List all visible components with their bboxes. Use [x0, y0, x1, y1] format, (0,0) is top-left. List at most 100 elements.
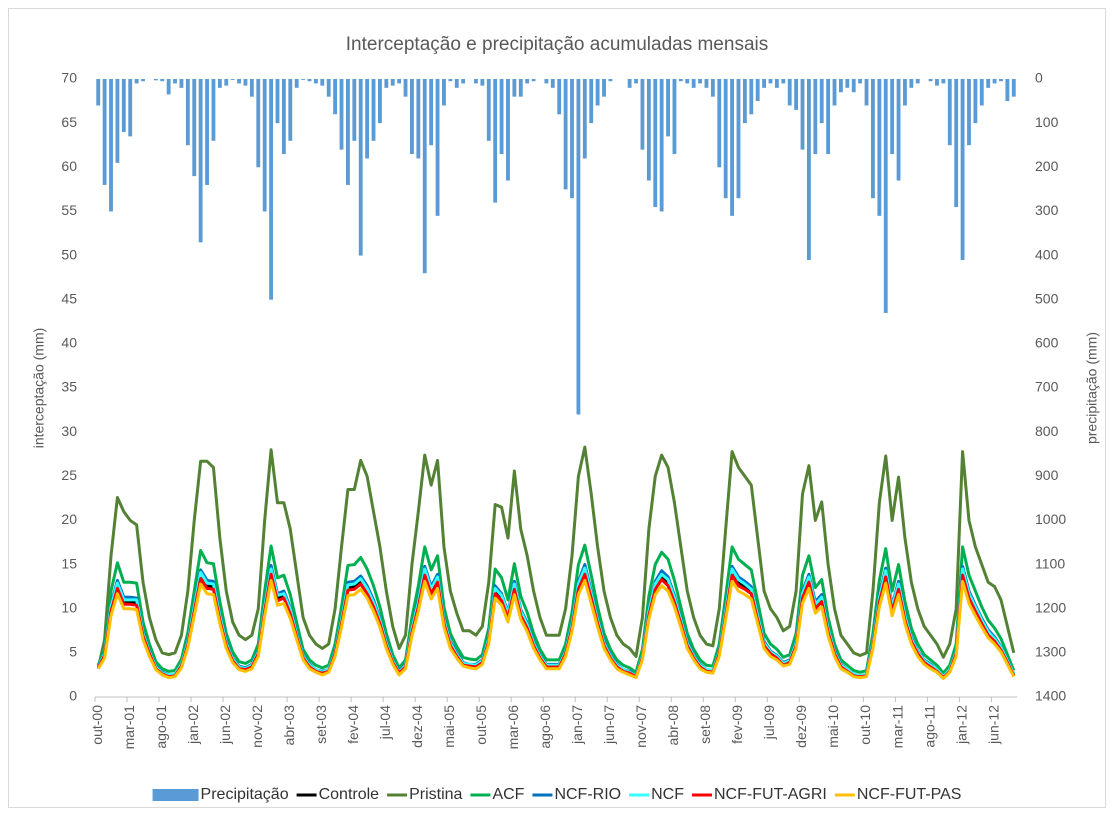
bar [134, 79, 139, 84]
x-tick-label: mai-10 [825, 705, 841, 748]
y-tick-label: 40 [61, 335, 77, 351]
bar [704, 79, 709, 88]
bar [275, 79, 280, 124]
bar [685, 79, 690, 84]
bar [871, 79, 875, 199]
bar [947, 79, 952, 146]
bar [198, 79, 203, 243]
legend-swatch [152, 789, 199, 801]
x-tick-label: nov-07 [633, 705, 649, 748]
bar [217, 79, 222, 88]
bar [371, 79, 376, 141]
y-axis-label: interceptação (mm) [31, 328, 47, 449]
y2-tick-label: 700 [1035, 379, 1059, 395]
bar [512, 79, 517, 97]
y-tick-label: 60 [61, 158, 77, 174]
bar [442, 79, 446, 106]
bar [243, 79, 248, 86]
bar [563, 79, 568, 190]
x-tick-label: jul-04 [377, 705, 393, 740]
legend-label: Precipitação [201, 786, 289, 803]
bar [666, 79, 670, 137]
bar [237, 79, 241, 84]
chart-border [8, 8, 1106, 808]
bar [602, 79, 606, 97]
bar [646, 79, 651, 181]
bar [973, 79, 978, 124]
x-tick-label: nov-02 [249, 705, 265, 748]
line [96, 543, 1016, 675]
legend-label: Pristina [409, 786, 462, 803]
bar [634, 79, 638, 84]
y-tick-label: 10 [61, 599, 77, 615]
bar [678, 79, 683, 82]
bar [992, 79, 997, 84]
bar [416, 79, 421, 159]
bar [480, 79, 485, 86]
bar [269, 79, 273, 300]
x-tick-label: set-03 [313, 705, 329, 744]
bar [730, 79, 734, 216]
bar [281, 79, 286, 155]
bar [550, 79, 555, 88]
bar [160, 79, 165, 82]
bar [211, 79, 216, 141]
x-tick-label: ago-01 [153, 705, 169, 749]
bar [653, 79, 658, 208]
y-tick-label: 0 [69, 688, 77, 704]
bar [486, 79, 491, 141]
y-tick-label: 50 [61, 246, 77, 262]
bar [339, 79, 344, 150]
bar [935, 79, 939, 86]
bar [192, 79, 197, 177]
y2-tick-label: 100 [1035, 114, 1059, 130]
x-tick-label: abr-08 [665, 705, 681, 746]
bar [813, 79, 818, 155]
bar [698, 79, 702, 84]
bar [896, 79, 901, 181]
bar [819, 79, 824, 124]
bar [230, 79, 235, 80]
legend-label: NCF [651, 786, 684, 803]
legend-label: NCF-RIO [554, 786, 621, 803]
bar [454, 79, 459, 88]
bar [800, 79, 805, 150]
y-tick-label: 45 [61, 290, 77, 306]
bar [499, 79, 504, 155]
bar [915, 79, 920, 84]
x-tick-label: out-10 [857, 705, 873, 745]
x-tick-label: mar-11 [889, 705, 905, 749]
bar [262, 79, 267, 212]
bar [525, 79, 530, 84]
bar [403, 79, 408, 97]
bar [461, 79, 466, 84]
bar [736, 79, 741, 199]
bar [179, 79, 184, 88]
y-tick-label: 25 [61, 467, 77, 483]
bar [333, 79, 338, 115]
x-tick-label: fev-04 [345, 705, 361, 744]
bar [249, 79, 254, 97]
bar [358, 79, 363, 256]
y-tick-label: 20 [61, 511, 77, 527]
y2-tick-label: 1300 [1035, 644, 1066, 660]
x-tick-label: jun-12 [985, 705, 1001, 745]
bar [557, 79, 562, 115]
x-tick-label: mai-05 [441, 705, 457, 748]
bar [717, 79, 722, 168]
bar [576, 79, 581, 415]
bar [806, 79, 811, 260]
x-tick-label: out-05 [473, 705, 489, 745]
bar [627, 79, 632, 88]
y2-tick-label: 1400 [1035, 688, 1066, 704]
x-tick-label: jul-09 [761, 705, 777, 740]
bar [762, 79, 767, 88]
bar [429, 79, 434, 146]
bar [288, 79, 293, 141]
x-tick-label: jan-07 [569, 705, 585, 745]
x-tick-label: ago-11 [921, 705, 937, 748]
x-tick-label: dez-09 [793, 705, 809, 748]
bar [224, 79, 229, 86]
bar [851, 79, 856, 93]
